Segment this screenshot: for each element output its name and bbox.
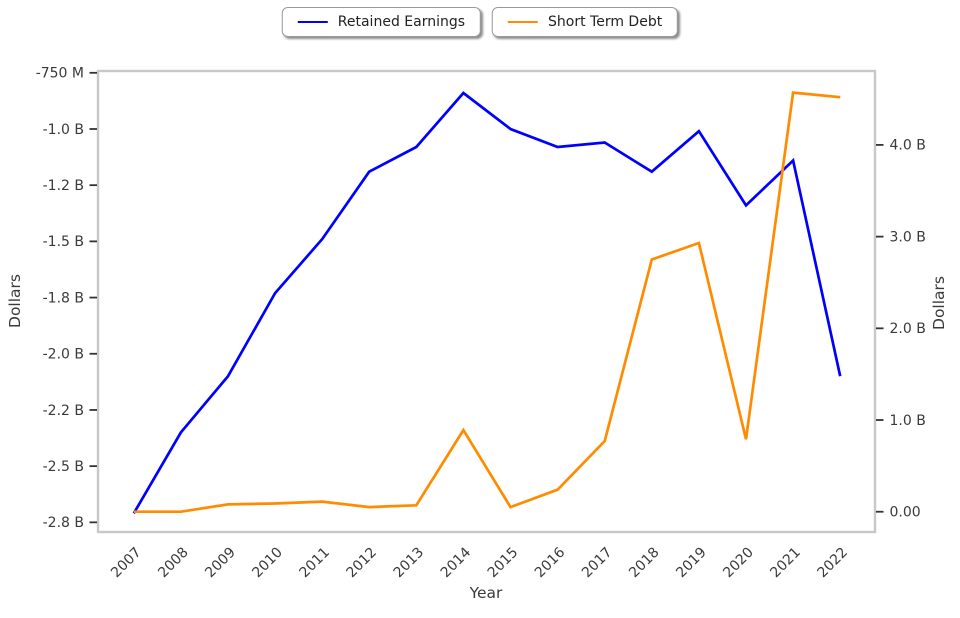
x-tick-label: 2011: [297, 545, 334, 582]
right-axis-title: Dollars: [930, 276, 948, 330]
x-tick-label: 2014: [438, 544, 475, 581]
legend-label-short-term-debt: Short Term Debt: [548, 14, 663, 30]
x-tick-label-group: 2019: [673, 545, 710, 582]
short-term-debt-line: [133, 91, 841, 514]
legend-item-retained-earnings: Retained Earnings: [281, 7, 482, 37]
x-axis-title: Year: [469, 584, 503, 602]
x-tick-label-group: 2011: [297, 545, 334, 582]
x-tick-label: 2008: [155, 545, 192, 582]
x-tick-label-group: 2018: [626, 545, 663, 582]
retained-earnings-line: [132, 91, 842, 514]
x-tick-label-group: 2016: [532, 544, 569, 581]
x-tick-label: 2018: [626, 545, 663, 582]
x-tick-label: 2019: [673, 545, 710, 582]
left-tick-label: -1.8 B: [43, 290, 84, 306]
right-tick-label: 4.0 B: [890, 138, 926, 154]
short-term-debt-line-swatch: [508, 21, 539, 23]
legend: Retained Earnings Short Term Debt: [281, 7, 679, 37]
left-tick-label: -1.0 B: [43, 122, 84, 138]
retained-earnings-line-swatch: [297, 21, 328, 23]
left-tick-label: -1.2 B: [43, 178, 84, 194]
x-tick-label-group: 2010: [249, 545, 286, 582]
x-tick-label: 2010: [249, 545, 286, 582]
x-tick-label: 2009: [202, 545, 239, 582]
x-tick-label-group: 2015: [485, 545, 522, 582]
left-axis-title: Dollars: [6, 274, 24, 328]
x-tick-label: 2022: [815, 545, 852, 582]
x-tick-label: 2013: [391, 545, 428, 582]
x-tick-label: 2021: [767, 545, 804, 582]
x-tick-label-group: 2007: [108, 545, 145, 582]
left-tick-label: -750 M: [36, 66, 84, 82]
right-tick-label: 0.00: [890, 505, 921, 521]
right-tick-label: 3.0 B: [890, 229, 926, 245]
x-tick-label: 2020: [720, 545, 757, 582]
left-tick-label: -2.5 B: [43, 459, 84, 475]
x-tick-label-group: 2013: [391, 545, 428, 582]
x-tick-label: 2016: [532, 544, 569, 581]
x-tick-label: 2015: [485, 545, 522, 582]
x-tick-label-group: 2009: [202, 545, 239, 582]
x-tick-label-group: 2021: [767, 545, 804, 582]
x-tick-label: 2007: [108, 545, 145, 582]
x-tick-label: 2017: [579, 545, 616, 582]
x-tick-label-group: 2022: [815, 545, 852, 582]
left-tick-label: -2.2 B: [43, 403, 84, 419]
x-tick-label-group: 2017: [579, 545, 616, 582]
left-tick-label: -2.0 B: [43, 347, 84, 363]
x-tick-label-group: 2020: [720, 545, 757, 582]
right-tick-label: 2.0 B: [890, 321, 926, 337]
x-tick-label-group: 2012: [344, 545, 381, 582]
plot-border: [96, 69, 877, 534]
right-tick-label: 1.0 B: [890, 413, 926, 429]
legend-item-short-term-debt: Short Term Debt: [492, 7, 679, 37]
left-tick-label: -2.8 B: [43, 515, 84, 531]
x-tick-label-group: 2014: [438, 544, 475, 581]
x-tick-label: 2012: [344, 545, 381, 582]
left-tick-label: -1.5 B: [43, 234, 84, 250]
x-tick-label-group: 2008: [155, 545, 192, 582]
legend-label-retained-earnings: Retained Earnings: [337, 14, 466, 30]
